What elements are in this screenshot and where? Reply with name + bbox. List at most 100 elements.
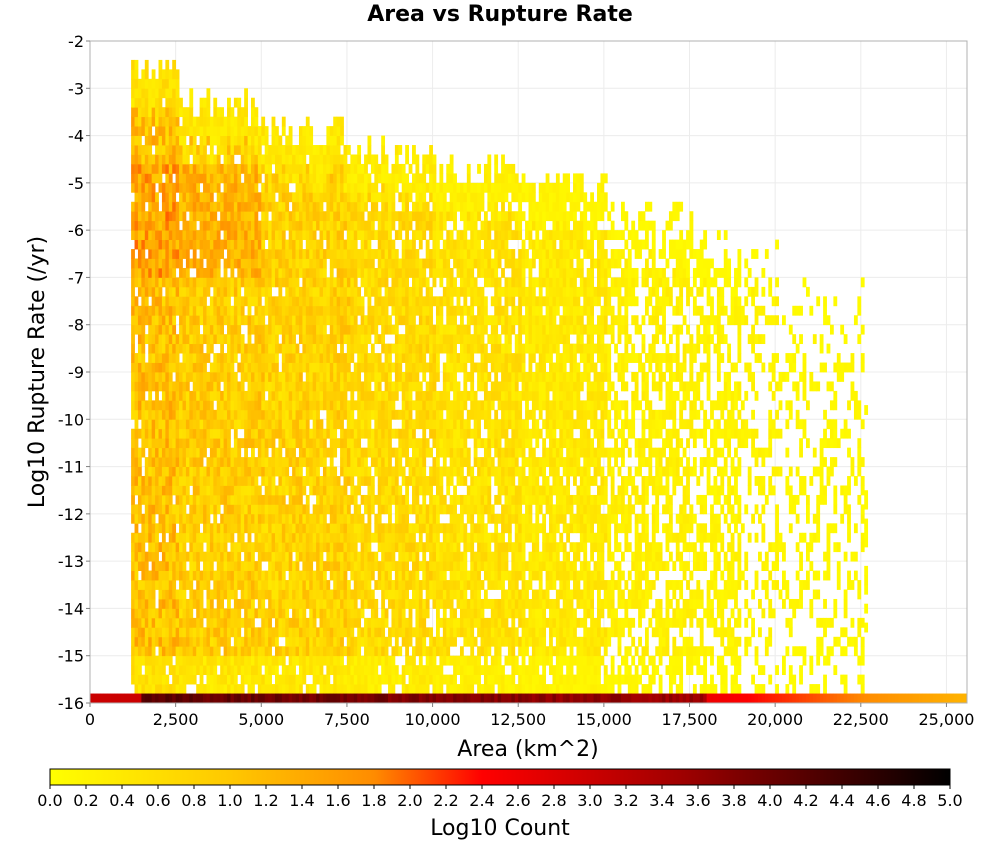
heatmap-cell xyxy=(216,684,221,694)
heatmap-cell xyxy=(322,334,327,345)
heatmap-cell xyxy=(381,173,386,184)
heatmap-cell xyxy=(394,296,399,307)
heatmap-cell xyxy=(151,542,156,553)
heatmap-cell xyxy=(233,258,238,269)
heatmap-cell xyxy=(340,466,344,477)
heatmap-cell xyxy=(377,230,382,240)
heatmap-cell xyxy=(148,665,153,676)
heatmap-cell xyxy=(131,542,135,553)
heatmap-cell xyxy=(247,551,252,562)
heatmap-cell xyxy=(295,513,300,524)
heatmap-cell xyxy=(364,249,368,259)
heatmap-cell xyxy=(148,381,153,392)
heatmap-cell xyxy=(227,97,231,108)
heatmap-cell xyxy=(199,409,204,420)
heatmap-cell xyxy=(391,390,396,401)
heatmap-cell xyxy=(384,608,389,619)
heatmap-cell xyxy=(281,372,286,382)
heatmap-cell xyxy=(230,476,235,486)
heatmap-cell xyxy=(251,655,255,666)
heatmap-cell xyxy=(134,485,139,496)
heatmap-cell xyxy=(251,97,255,108)
heatmap-cell xyxy=(343,182,348,193)
heatmap-cell xyxy=(175,107,180,118)
heatmap-cell xyxy=(141,655,146,666)
heatmap-cell xyxy=(161,182,166,193)
heatmap-cell xyxy=(316,239,320,250)
heatmap-cell xyxy=(295,381,300,392)
heatmap-cell xyxy=(199,163,204,174)
heatmap-cell xyxy=(415,163,420,174)
heatmap-cell xyxy=(285,580,290,590)
heatmap-cell xyxy=(285,154,290,165)
heatmap-cell xyxy=(367,267,372,278)
heatmap-cell xyxy=(274,135,279,146)
heatmap-cell xyxy=(394,494,399,505)
heatmap-cell xyxy=(336,372,341,382)
heatmap-cell xyxy=(346,627,351,638)
heatmap-cell xyxy=(374,315,379,326)
heatmap-cell xyxy=(185,485,190,496)
heatmap-cell xyxy=(261,211,266,222)
heatmap-cell xyxy=(264,608,269,619)
heatmap-cell xyxy=(319,485,324,496)
heatmap-cell xyxy=(312,428,317,439)
heatmap-cell xyxy=(418,230,423,240)
heatmap-cell xyxy=(227,646,231,657)
heatmap-cell xyxy=(374,655,379,666)
heatmap-cell xyxy=(333,173,338,184)
heatmap-cell xyxy=(408,598,413,609)
heatmap-cell xyxy=(158,617,163,628)
heatmap-cell xyxy=(288,277,293,288)
heatmap-cell xyxy=(412,230,416,240)
heatmap-cell xyxy=(179,381,183,392)
heatmap-cell xyxy=(394,372,399,382)
heatmap-cell xyxy=(415,258,420,269)
heatmap-cell xyxy=(415,542,420,553)
heatmap-cell xyxy=(405,504,409,515)
heatmap-cell xyxy=(155,551,159,562)
heatmap-cell xyxy=(298,551,303,562)
heatmap-cell xyxy=(230,419,235,430)
heatmap-cell xyxy=(185,249,190,259)
heatmap-cell xyxy=(216,438,221,449)
heatmap-cell xyxy=(312,315,317,326)
heatmap-cell xyxy=(230,324,235,335)
heatmap-cell xyxy=(261,286,266,297)
heatmap-cell xyxy=(388,476,392,486)
heatmap-cell xyxy=(206,211,211,222)
heatmap-cell xyxy=(233,684,238,694)
heatmap-cell xyxy=(340,589,344,600)
heatmap-cell xyxy=(148,286,153,297)
heatmap-cell xyxy=(281,201,286,212)
heatmap-cell xyxy=(336,296,341,307)
heatmap-cell xyxy=(370,570,375,581)
heatmap-cell xyxy=(285,192,290,203)
heatmap-cell xyxy=(295,267,300,278)
heatmap-cell xyxy=(288,296,293,307)
heatmap-cell xyxy=(292,466,296,477)
heatmap-cell xyxy=(302,267,307,278)
heatmap-cell xyxy=(391,485,396,496)
heatmap-cell xyxy=(264,466,269,477)
heatmap-cell xyxy=(172,220,177,231)
heatmap-cell xyxy=(257,523,262,534)
heatmap-cell xyxy=(244,636,248,647)
heatmap-cell xyxy=(319,324,324,335)
heatmap-cell xyxy=(322,523,327,534)
heatmap-cell xyxy=(353,532,358,543)
heatmap-cell xyxy=(155,163,159,174)
heatmap-cell xyxy=(141,277,146,288)
heatmap-cell xyxy=(206,684,211,694)
heatmap-cell xyxy=(148,249,153,259)
heatmap-cell xyxy=(161,390,166,401)
heatmap-cell xyxy=(367,485,372,496)
heatmap-cell xyxy=(251,324,255,335)
heatmap-cell xyxy=(412,674,416,685)
heatmap-cell xyxy=(274,182,279,193)
heatmap-cell xyxy=(374,409,379,420)
heatmap-cell xyxy=(247,580,252,590)
heatmap-cell xyxy=(158,69,163,80)
heatmap-cell xyxy=(165,324,170,335)
heatmap-cell xyxy=(196,627,201,638)
